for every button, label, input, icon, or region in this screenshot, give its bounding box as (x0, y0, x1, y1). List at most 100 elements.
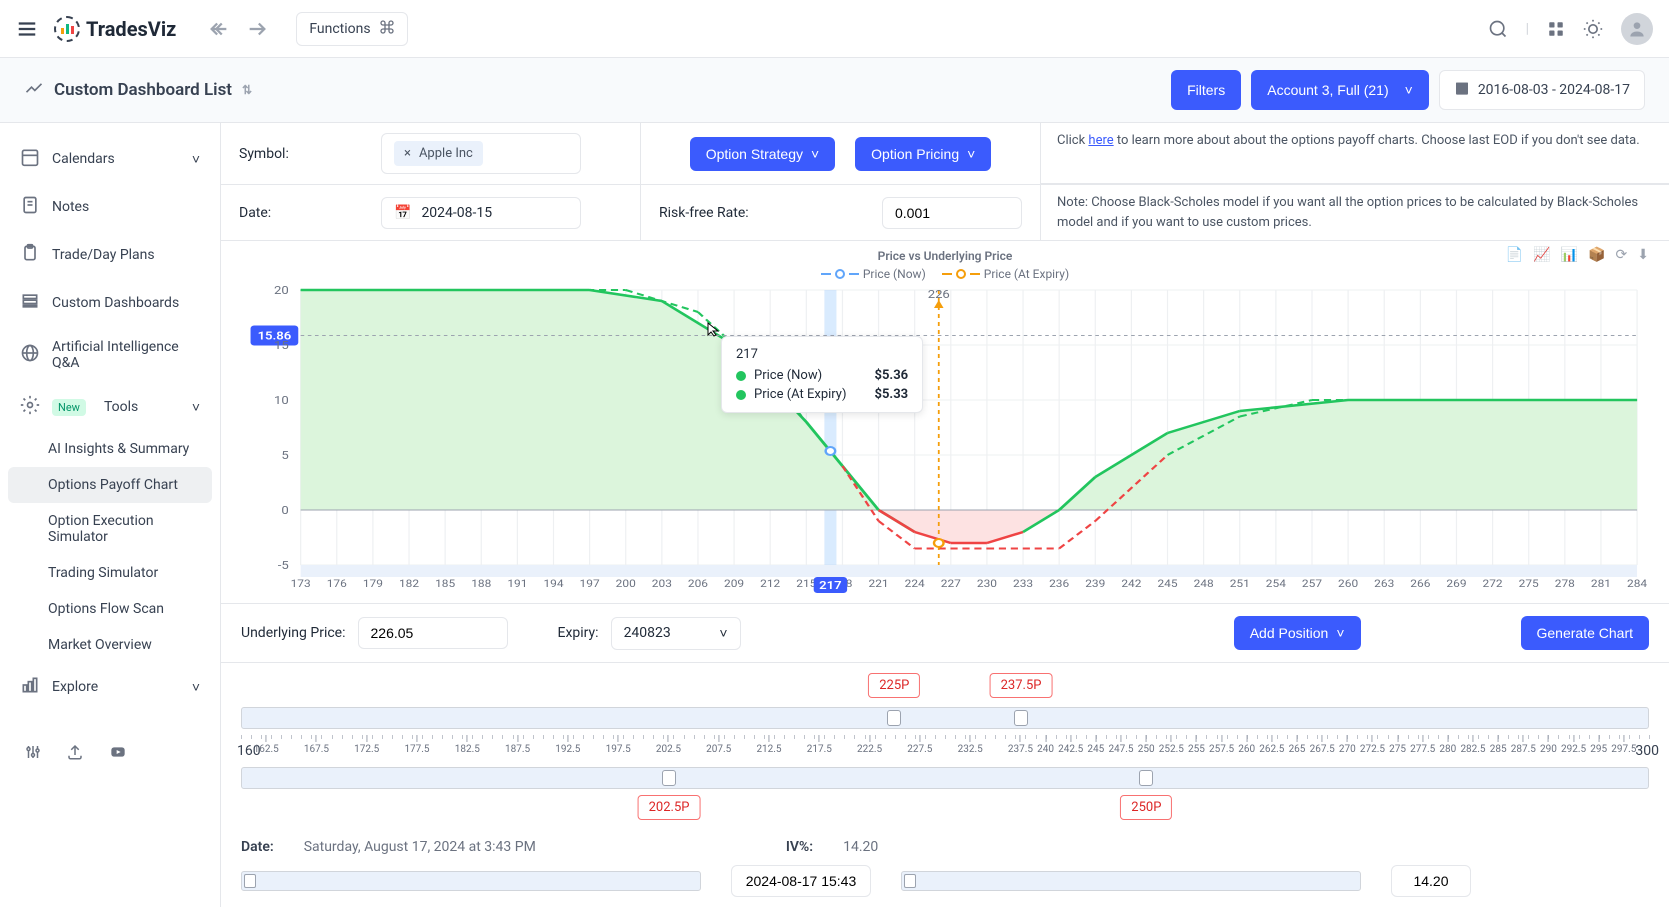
ruler-tick: 172.5 (354, 735, 379, 755)
account-dropdown[interactable]: Account 3, Full (21) ˅ (1251, 70, 1429, 110)
strike-tag[interactable]: 250P (1120, 795, 1172, 820)
symbol-input[interactable]: ×Apple Inc (381, 133, 581, 174)
functions-button[interactable]: Functions (296, 12, 407, 46)
data-view-icon[interactable]: 📄 (1506, 247, 1523, 263)
svg-text:-5: -5 (278, 559, 289, 572)
sidebar-item-notes[interactable]: Notes (8, 183, 212, 231)
help-link[interactable]: here (1088, 133, 1113, 148)
bottom-date-value: Saturday, August 17, 2024 at 3:43 PM (304, 839, 536, 855)
slider-track-1[interactable] (241, 707, 1649, 729)
filters-button[interactable]: Filters (1171, 70, 1241, 110)
expiry-select[interactable]: 240823 ˅ (611, 617, 741, 650)
svg-text:233: 233 (1013, 578, 1033, 590)
search-icon[interactable] (1488, 19, 1508, 39)
sidebar-sub-trading[interactable]: Trading Simulator (8, 555, 212, 591)
option-pricing-button[interactable]: Option Pricing ˅ (855, 137, 991, 171)
sidebar-item-tools[interactable]: New Tools ˅ (8, 383, 212, 431)
slider-handle[interactable] (887, 710, 901, 726)
sidebar-item-calendars[interactable]: Calendars ˅ (8, 135, 212, 183)
ruler-tick: 245 (1087, 735, 1104, 755)
new-badge: New (52, 399, 86, 416)
date-slider-input[interactable] (731, 865, 871, 897)
sidebar-item-plans[interactable]: Trade/Day Plans (8, 231, 212, 279)
rate-input[interactable] (882, 197, 1022, 229)
date-input[interactable]: 📅 2024-08-15 (381, 197, 581, 229)
generate-chart-button[interactable]: Generate Chart (1521, 616, 1650, 650)
ruler-tick: 217.5 (807, 735, 832, 755)
strike-tag[interactable]: 237.5P (990, 673, 1053, 698)
svg-text:245: 245 (1157, 578, 1177, 590)
svg-text:5: 5 (281, 449, 289, 462)
date-slider[interactable] (241, 871, 701, 891)
avatar-icon[interactable] (1621, 13, 1653, 45)
svg-text:182: 182 (399, 578, 419, 590)
upload-icon[interactable] (66, 743, 84, 761)
theme-icon[interactable] (1583, 19, 1603, 39)
svg-text:224: 224 (905, 578, 925, 590)
hamburger-icon[interactable] (16, 18, 38, 40)
settings-icon[interactable] (24, 743, 42, 761)
youtube-icon[interactable] (108, 743, 128, 761)
chart-icon (20, 675, 40, 699)
slider-handle[interactable] (1014, 710, 1028, 726)
gear-icon (20, 395, 40, 419)
svg-text:260: 260 (1338, 578, 1358, 590)
ruler-tick: 250 (1138, 735, 1155, 755)
apps-icon[interactable] (1547, 20, 1565, 38)
sidebar-sub-exec[interactable]: Option Execution Simulator (8, 503, 212, 555)
ruler-tick: 247.5 (1108, 735, 1133, 755)
date-range-picker[interactable]: 2016-08-03 - 2024-08-17 (1439, 70, 1645, 110)
svg-text:278: 278 (1555, 578, 1575, 590)
svg-text:206: 206 (688, 578, 708, 590)
sidebar-item-ai[interactable]: Artificial Intelligence Q&A (8, 327, 212, 383)
logo[interactable]: TradesViz (54, 16, 176, 42)
sidebar-item-dashboards[interactable]: Custom Dashboards (8, 279, 212, 327)
logo-icon (54, 16, 80, 42)
iv-slider[interactable] (901, 871, 1361, 891)
ruler-tick: 287.5 (1511, 735, 1536, 755)
line-chart-icon[interactable]: 📈 (1533, 247, 1550, 263)
ruler-tick: 240 (1037, 735, 1054, 755)
controls-row: Underlying Price: Expiry: 240823 ˅ Add P… (221, 603, 1669, 663)
underlying-input[interactable] (358, 617, 508, 649)
svg-text:236: 236 (1049, 578, 1069, 590)
option-strategy-button[interactable]: Option Strategy ˅ (690, 137, 835, 171)
chevron-down-icon: ˅ (719, 625, 727, 642)
calendar-icon (20, 147, 40, 171)
dashboard-icon (24, 78, 44, 103)
ruler-tick: 272.5 (1360, 735, 1385, 755)
download-icon[interactable]: ⬇ (1637, 247, 1649, 263)
slider-handle[interactable] (1139, 770, 1153, 786)
svg-text:197: 197 (580, 578, 600, 590)
ruler-tick: 202.5 (656, 735, 681, 755)
slider-track-2[interactable] (241, 767, 1649, 789)
symbol-chip[interactable]: ×Apple Inc (394, 141, 483, 166)
stack-icon (20, 291, 40, 315)
svg-text:275: 275 (1519, 578, 1539, 590)
ruler-tick: 282.5 (1460, 735, 1485, 755)
add-position-button[interactable]: Add Position ˅ (1234, 616, 1361, 650)
sidebar-sub-insights[interactable]: AI Insights & Summary (8, 431, 212, 467)
box-icon[interactable]: 📦 (1588, 247, 1605, 263)
ruler-tick: 212.5 (756, 735, 781, 755)
bar-chart-icon[interactable]: 📊 (1561, 247, 1578, 263)
sidebar-item-explore[interactable]: Explore ˅ (8, 663, 212, 711)
topbar: TradesViz Functions | (0, 0, 1669, 58)
svg-text:227: 227 (941, 578, 961, 590)
nav-back-icon[interactable] (208, 18, 230, 40)
refresh-icon[interactable]: ⟳ (1616, 247, 1628, 263)
strike-tag[interactable]: 225P (868, 673, 920, 698)
iv-slider-input[interactable] (1391, 865, 1471, 897)
sidebar-sub-flow[interactable]: Options Flow Scan (8, 591, 212, 627)
ruler-tick: 242.5 (1058, 735, 1083, 755)
strike-tag[interactable]: 202.5P (638, 795, 701, 820)
close-icon[interactable]: × (404, 146, 411, 161)
sidebar-sub-payoff[interactable]: Options Payoff Chart (8, 467, 212, 503)
title-selector-icon[interactable]: ⇅ (242, 83, 252, 97)
nav-forward-icon[interactable] (246, 18, 268, 40)
slider-handle[interactable] (662, 770, 676, 786)
ruler-tick: 285 (1490, 735, 1507, 755)
payoff-chart[interactable]: 22615.8620151050-51731761791821851881911… (241, 285, 1649, 595)
ruler-tick: 295 (1590, 735, 1607, 755)
sidebar-sub-market[interactable]: Market Overview (8, 627, 212, 663)
